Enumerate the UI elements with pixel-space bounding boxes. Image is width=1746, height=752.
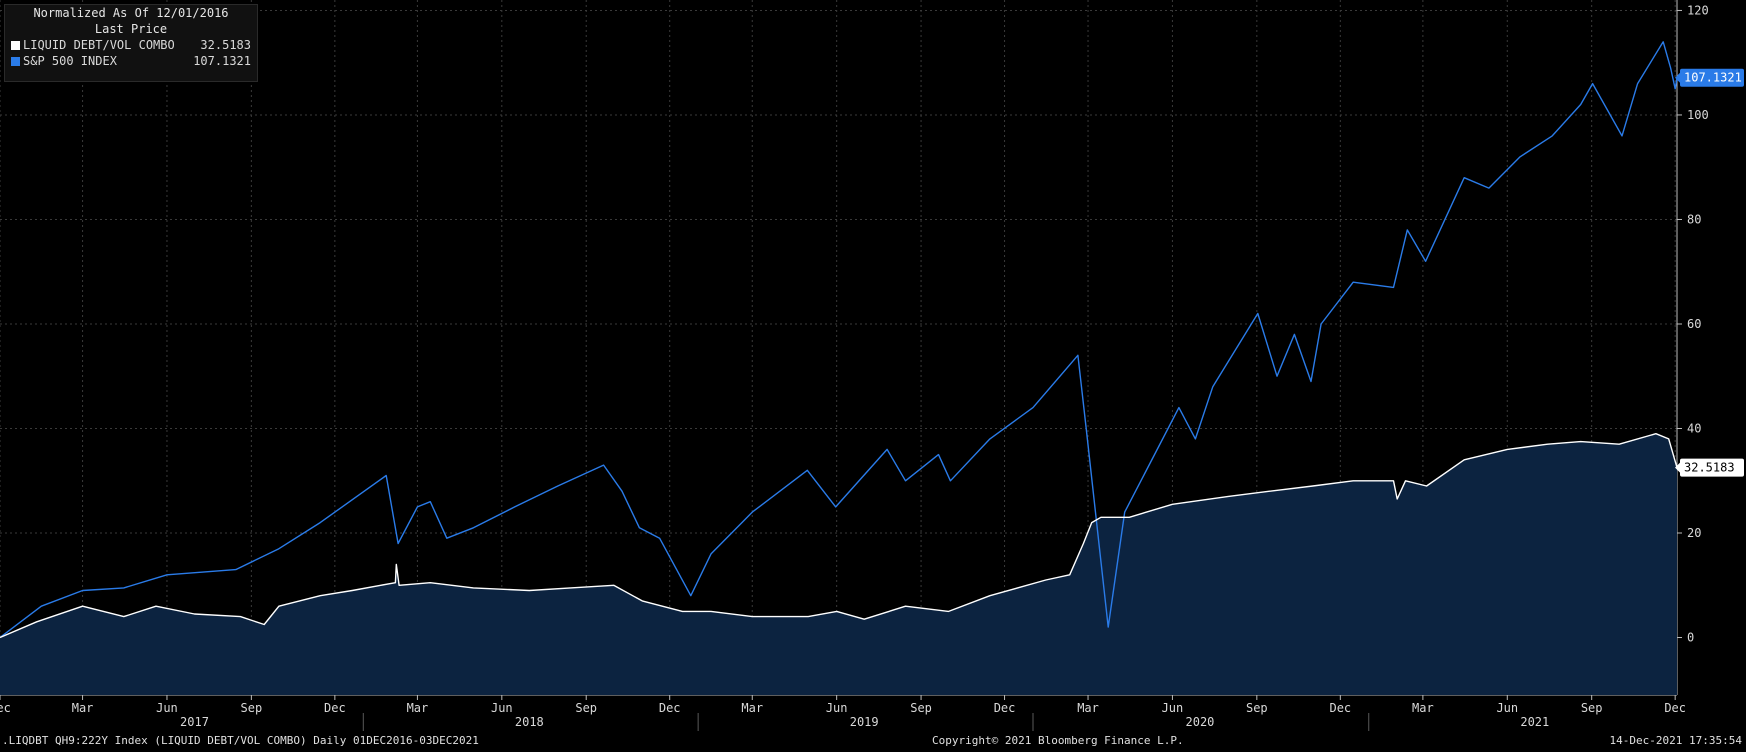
x-tick-label: Dec — [994, 701, 1016, 715]
series-line-sp500 — [0, 41, 1678, 639]
last-price-tag-sp500-box — [1680, 68, 1744, 87]
legend-swatch-white — [11, 40, 20, 50]
x-tick-label: Dec — [324, 701, 346, 715]
legend-entry-name: S&P 500 INDEX — [23, 54, 117, 68]
legend-entry-sp500: S&P 500 INDEX 107.1321 — [5, 53, 257, 69]
legend-entry-liquid-debt: LIQUID DEBT/VOL COMBO 32.5183 — [5, 37, 257, 53]
x-tick-label: Mar — [72, 701, 94, 715]
legend-entry-value: 107.1321 — [193, 54, 251, 68]
x-tick-label: Mar — [741, 701, 763, 715]
x-tick-label: Jun — [826, 701, 848, 715]
y-tick-label: 20 — [1687, 526, 1701, 540]
legend-last-price-header: Last Price — [94, 22, 168, 36]
x-tick-label: Mar — [407, 701, 429, 715]
x-tick-label: Sep — [241, 701, 263, 715]
x-tick-label: Jun — [1496, 701, 1518, 715]
x-tick-label: Sep — [1581, 701, 1603, 715]
last-price-tag-sp500-pointer — [1675, 71, 1681, 84]
year-label: 2021 — [1520, 715, 1549, 729]
x-tick-label: Sep — [910, 701, 932, 715]
legend-normalized-header: Normalized As Of 12/01/2016 — [33, 6, 229, 20]
y-tick-label: 40 — [1687, 421, 1701, 435]
x-tick-label: Dec — [1664, 701, 1686, 715]
x-tick-label: Jun — [1162, 701, 1184, 715]
last-price-tag-liquid-debt-box — [1680, 458, 1744, 477]
y-tick-label: 0 — [1687, 631, 1694, 645]
x-tick-label: Dec — [659, 701, 681, 715]
x-tick-label: Sep — [1246, 701, 1268, 715]
footer-timestamp: 14-Dec-2021 17:35:54 — [1609, 734, 1742, 747]
y-tick-label: 120 — [1687, 3, 1709, 17]
year-label: 2019 — [850, 715, 879, 729]
y-tick-label: 60 — [1687, 317, 1701, 331]
y-tick-label: 80 — [1687, 212, 1701, 226]
last-price-tag-liquid-debt-pointer — [1675, 461, 1681, 474]
x-tick-label: Sep — [575, 701, 597, 715]
footer-copyright: Copyright© 2021 Bloomberg Finance L.P. — [932, 734, 1184, 747]
last-price-tag-sp500-text: 107.1321 — [1684, 71, 1742, 85]
last-price-tag-liquid-debt-text: 32.5183 — [1684, 461, 1735, 475]
x-tick-label: Jun — [491, 701, 513, 715]
legend-entry-name: LIQUID DEBT/VOL COMBO — [23, 38, 175, 52]
footer-ticker-info: .LIQDBT QH9:222Y Index (LIQUID DEBT/VOL … — [2, 734, 479, 747]
y-tick-label: 100 — [1687, 108, 1709, 122]
legend-entry-value: 32.5183 — [200, 38, 251, 52]
x-tick-label: Jun — [156, 701, 178, 715]
x-tick-label: Dec — [0, 701, 11, 715]
series-area-liquid-debt — [0, 433, 1677, 695]
year-label: 2020 — [1186, 715, 1215, 729]
x-tick-label: Mar — [1412, 701, 1434, 715]
year-label: 2018 — [515, 715, 544, 729]
chart-legend: Normalized As Of 12/01/2016 Last Price L… — [4, 4, 258, 82]
series-line-liquid-debt — [0, 433, 1678, 639]
legend-swatch-blue — [11, 56, 20, 66]
year-label: 2017 — [180, 715, 209, 729]
x-tick-label: Dec — [1329, 701, 1351, 715]
x-tick-label: Mar — [1077, 701, 1099, 715]
